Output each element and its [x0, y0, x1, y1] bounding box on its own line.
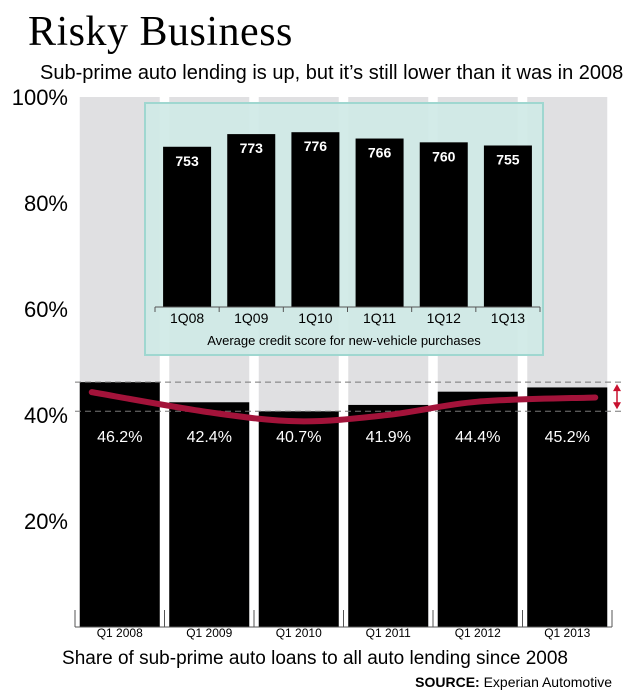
inset-x-tick-label: 1Q08	[170, 310, 204, 326]
bar-value-label: 41.9%	[366, 429, 411, 446]
y-tick-label: 80%	[24, 191, 68, 216]
inset-bar-value-label: 755	[496, 152, 520, 168]
inset-bar	[291, 132, 340, 307]
y-tick-label: 40%	[24, 403, 68, 428]
inset-bar	[227, 134, 276, 307]
inset-bar-value-label: 766	[368, 145, 392, 161]
x-tick-label: Q1 2010	[276, 626, 322, 640]
x-tick-label: Q1 2008	[97, 626, 143, 640]
bar-value-label: 40.7%	[276, 429, 321, 446]
bar	[169, 402, 250, 627]
x-tick-label: Q1 2011	[366, 626, 411, 640]
x-tick-label: Q1 2009	[186, 626, 232, 640]
x-axis-label: Share of sub-prime auto loans to all aut…	[62, 648, 568, 669]
bar-value-label: 45.2%	[545, 429, 590, 446]
inset-x-tick-label: 1Q11	[363, 310, 396, 326]
y-tick-label: 100%	[12, 85, 68, 110]
bar	[348, 404, 429, 627]
reference-line-group	[75, 381, 622, 412]
bar	[527, 387, 608, 627]
trend-line	[88, 389, 599, 425]
inset-bar-value-label: 773	[240, 140, 264, 156]
axis-group: Q1 2008 Q1 2009 Q1 2010 Q1 2011 Q1 2012 Q1 20…	[12, 85, 613, 640]
inset-x-tick-label: 1Q09	[234, 310, 268, 326]
x-tick-label: Q1 2012	[455, 626, 501, 640]
bar-value-label: 46.2%	[97, 429, 142, 446]
source-credit: SOURCE: Experian Automotive	[415, 673, 612, 691]
chart-subtitle: Sub-prime auto lending is up, but it’s s…	[40, 62, 624, 84]
y-tick-label: 60%	[24, 297, 68, 322]
inset-bar	[483, 145, 532, 307]
source-name: Experian Automotive	[483, 674, 612, 690]
subprime-bar-group: 46.2% 42.4% 40.7% 41.9% 44.4% 45.2%	[79, 382, 608, 627]
inset-bar	[419, 142, 468, 307]
bar	[258, 411, 339, 627]
inset-panel	[144, 102, 544, 356]
inset-bar-value-label: 753	[175, 153, 199, 169]
inset-x-tick-label: 1Q12	[427, 310, 461, 326]
inset-bar-value-label: 760	[432, 148, 456, 164]
range-arrow-head-bottom	[613, 402, 621, 410]
y-tick-label: 20%	[24, 509, 68, 534]
inset-bar	[163, 146, 212, 307]
bar-value-label: 44.4%	[455, 429, 500, 446]
range-arrow-head-top	[613, 384, 621, 392]
inset-bar-value-label: 776	[304, 138, 328, 154]
credit-score-inset: 753 1Q08 773 1Q09 776 1Q10 766 1Q11 760 1Q12 755 1Q…	[144, 102, 544, 356]
inset-title: Average credit score for new-vehicle pur…	[207, 333, 481, 348]
source-label: SOURCE:	[415, 674, 480, 690]
bar	[79, 382, 160, 627]
trend-line-group	[88, 389, 599, 425]
inset-x-tick-label: 1Q13	[491, 310, 525, 326]
x-tick-label: Q1 2013	[544, 626, 590, 640]
bar	[437, 391, 518, 627]
chart-title: Risky Business	[28, 9, 293, 55]
bar-value-label: 42.4%	[187, 429, 232, 446]
inset-bar	[355, 138, 404, 307]
inset-x-tick-label: 1Q10	[298, 310, 332, 326]
